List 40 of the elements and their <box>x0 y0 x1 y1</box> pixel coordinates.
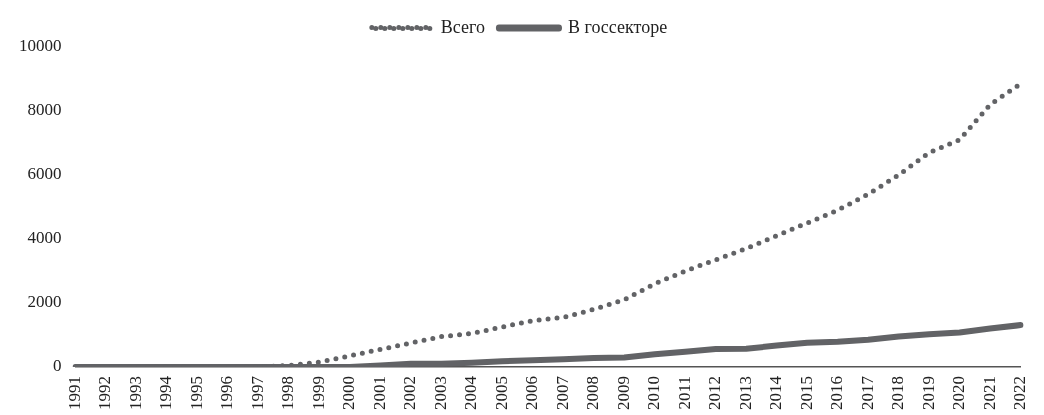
x-tick-label: 2010 <box>644 376 664 410</box>
x-tick-label: 2012 <box>705 376 725 410</box>
x-tick-label: 2004 <box>461 375 481 410</box>
x-tick-label: 1997 <box>247 375 267 410</box>
x-tick-label: 2000 <box>339 376 359 410</box>
x-tick-label: 2019 <box>918 376 938 410</box>
x-tick-label: 2001 <box>369 376 389 410</box>
x-tick-label: 2009 <box>613 376 633 410</box>
legend-label: В госсекторе <box>567 16 668 37</box>
x-tick-label: 1995 <box>186 376 206 410</box>
x-tick-label: 1992 <box>95 376 115 410</box>
x-tick-label: 2021 <box>979 376 999 410</box>
x-tick-label: 2022 <box>1010 376 1030 410</box>
x-tick-label: 1996 <box>217 376 237 410</box>
y-tick-label: 4000 <box>27 228 62 248</box>
x-tick-label: 2002 <box>400 376 420 410</box>
x-tick-label: 1991 <box>64 376 84 410</box>
x-tick-label: 2017 <box>857 375 877 410</box>
y-tick-label: 8000 <box>27 100 62 120</box>
x-tick-label: 2007 <box>552 375 572 410</box>
y-tick-label: 10000 <box>19 36 62 56</box>
x-tick-label: 1993 <box>125 376 145 410</box>
x-tick-label: 2011 <box>674 376 694 410</box>
x-tick-label: 2020 <box>949 376 969 410</box>
x-tick-label: 2008 <box>583 376 603 410</box>
x-tick-label: 2005 <box>491 376 511 410</box>
y-tick-label: 2000 <box>27 292 62 312</box>
x-tick-label: 2006 <box>522 376 542 410</box>
x-tick-label: 1998 <box>278 376 298 410</box>
x-tick-label: 2016 <box>827 376 847 410</box>
y-tick-label: 0 <box>53 356 62 376</box>
x-tick-label: 1999 <box>308 376 328 410</box>
x-tick-label: 2018 <box>888 376 908 410</box>
x-tick-label: 1994 <box>156 375 176 410</box>
x-tick-label: 2013 <box>735 376 755 410</box>
x-tick-label: 2015 <box>796 376 816 410</box>
legend-label: Всего <box>440 16 485 37</box>
x-tick-label: 2003 <box>430 376 450 410</box>
y-tick-label: 6000 <box>27 164 62 184</box>
x-tick-label: 2014 <box>766 375 786 410</box>
